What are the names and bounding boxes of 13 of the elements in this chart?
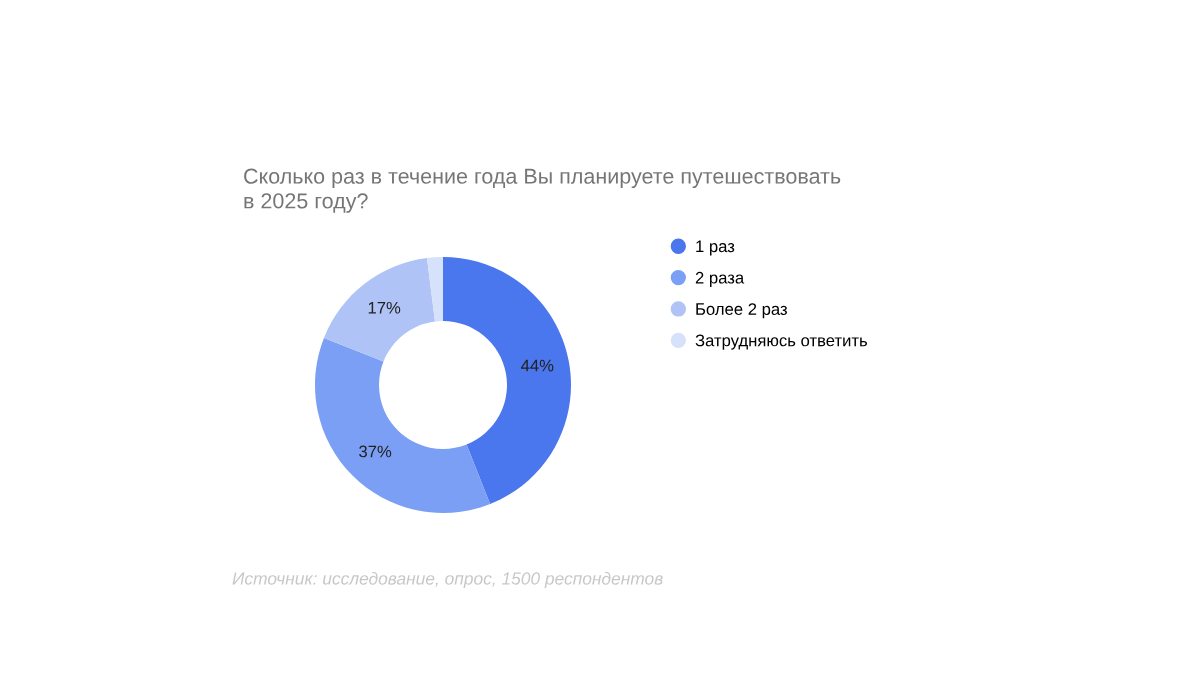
text: Источник: исследование, опрос, 1500 респондентов [232,571,663,589]
data-label: 17% [368,301,401,314]
data-label: 44% [521,359,554,372]
data-label: 37% [359,445,392,458]
legend-label: Более 2 раз [696,303,787,319]
legend-label: 2 раза [695,271,745,287]
chart-title: Сколько раз в течение года Вы планируете путешествовать в 2025 году? [244,168,841,213]
legend-label: Затрудняюсь ответить [695,334,868,350]
donut-slice [315,337,491,513]
donut-slice [443,257,571,505]
donut-slice [426,257,443,322]
donut-slice [323,258,435,362]
legend-label: 1 раз [696,240,735,256]
